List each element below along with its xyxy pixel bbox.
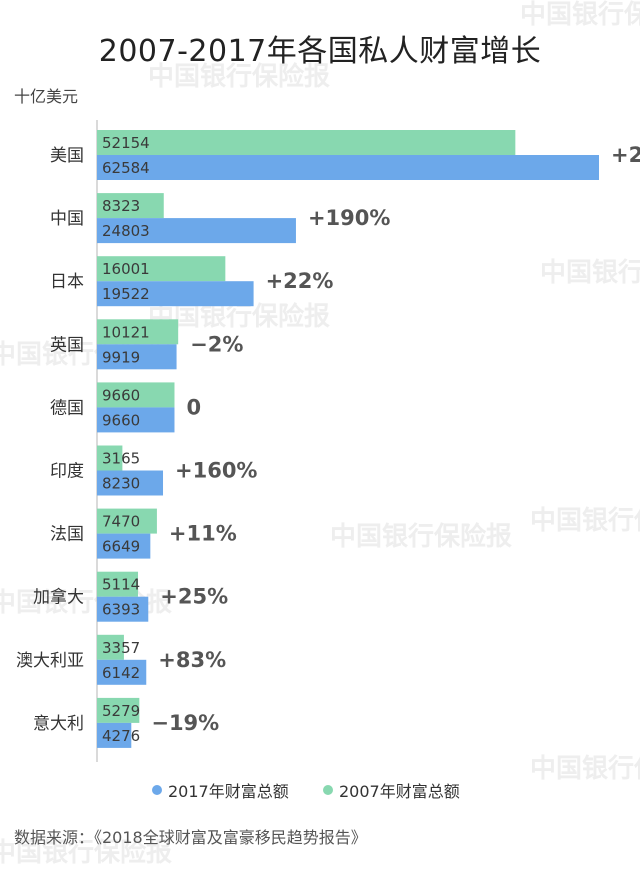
chart-legend: 2017年财富总额 2007年财富总额 xyxy=(0,778,640,802)
bar-2017 xyxy=(97,533,151,559)
bar-2007 xyxy=(97,571,139,597)
category-label: 印度 xyxy=(50,462,84,482)
bar-2007 xyxy=(97,130,516,155)
bar-2017 xyxy=(97,155,599,180)
bar-2007 xyxy=(97,382,175,408)
growth-label: +160% xyxy=(175,459,257,483)
bar-2017 xyxy=(97,281,254,307)
category-label: 法国 xyxy=(50,525,84,545)
data-label-2017: 19522 xyxy=(102,285,150,303)
growth-label: −2% xyxy=(190,332,243,356)
data-label-2007: 5279 xyxy=(102,702,140,720)
bar-2007 xyxy=(97,193,164,219)
legend-swatch-2017 xyxy=(152,785,162,795)
growth-label: +83% xyxy=(158,648,226,672)
category-label: 澳大利亚 xyxy=(16,651,84,671)
bar-2007 xyxy=(97,445,123,471)
legend-swatch-2007 xyxy=(323,785,333,795)
bar-2017 xyxy=(97,218,296,244)
category-label: 意大利 xyxy=(33,714,84,734)
unit-label: 十亿美元 xyxy=(14,87,79,106)
data-label-2007: 7470 xyxy=(102,513,140,531)
bar-2017 xyxy=(97,659,147,685)
data-label-2017: 9660 xyxy=(102,411,140,429)
data-label-2017: 6649 xyxy=(102,538,140,556)
data-label-2017: 24803 xyxy=(102,222,150,240)
growth-label: +11% xyxy=(169,522,237,546)
bar-2017 xyxy=(97,470,164,496)
data-label-2007: 16001 xyxy=(102,260,150,278)
growth-label: +20% xyxy=(611,143,640,167)
bar-2007 xyxy=(97,319,179,345)
data-label-2007: 52154 xyxy=(102,134,150,152)
category-label: 日本 xyxy=(50,272,84,292)
data-label-2007: 9660 xyxy=(102,386,140,404)
chart-title: 2007-2017年各国私人财富增长 xyxy=(98,34,542,69)
legend-item-2007: 2007年财富总额 xyxy=(323,778,460,802)
data-label-2007: 5114 xyxy=(102,576,140,594)
data-label-2017: 6142 xyxy=(102,664,140,682)
data-label-2007: 3165 xyxy=(102,450,140,468)
data-label-2017: 8230 xyxy=(102,475,140,493)
data-label-2007: 3357 xyxy=(102,639,140,657)
data-label-2017: 9919 xyxy=(102,348,140,366)
legend-item-2017: 2017年财富总额 xyxy=(152,778,289,802)
category-label: 美国 xyxy=(50,146,84,166)
growth-label: +190% xyxy=(308,206,390,230)
category-label: 英国 xyxy=(50,335,84,355)
data-label-2007: 10121 xyxy=(102,323,150,341)
legend-label-2017: 2017年财富总额 xyxy=(168,782,289,801)
bar-2017 xyxy=(97,344,177,370)
bar-2007 xyxy=(97,256,226,282)
bar-2007 xyxy=(97,634,124,660)
category-label: 加拿大 xyxy=(33,587,84,608)
data-label-2007: 8323 xyxy=(102,197,140,215)
data-label-2017: 62584 xyxy=(102,159,150,177)
bar-2007 xyxy=(97,508,157,534)
bar-2017 xyxy=(97,722,132,748)
data-label-2017: 6393 xyxy=(102,601,140,619)
source-note: 数据来源：《2018全球财富及富豪移民趋势报告》 xyxy=(14,828,367,847)
category-label: 中国 xyxy=(50,209,84,229)
category-label: 德国 xyxy=(50,398,84,418)
legend-label-2007: 2007年财富总额 xyxy=(339,782,460,801)
bar-2007 xyxy=(97,697,140,723)
data-label-2017: 4276 xyxy=(102,727,140,745)
growth-label: +25% xyxy=(160,585,228,609)
growth-label: +22% xyxy=(266,269,334,293)
growth-label: −19% xyxy=(151,711,219,735)
bar-2017 xyxy=(97,407,175,433)
growth-label: 0 xyxy=(186,395,201,419)
bar-2017 xyxy=(97,596,149,622)
